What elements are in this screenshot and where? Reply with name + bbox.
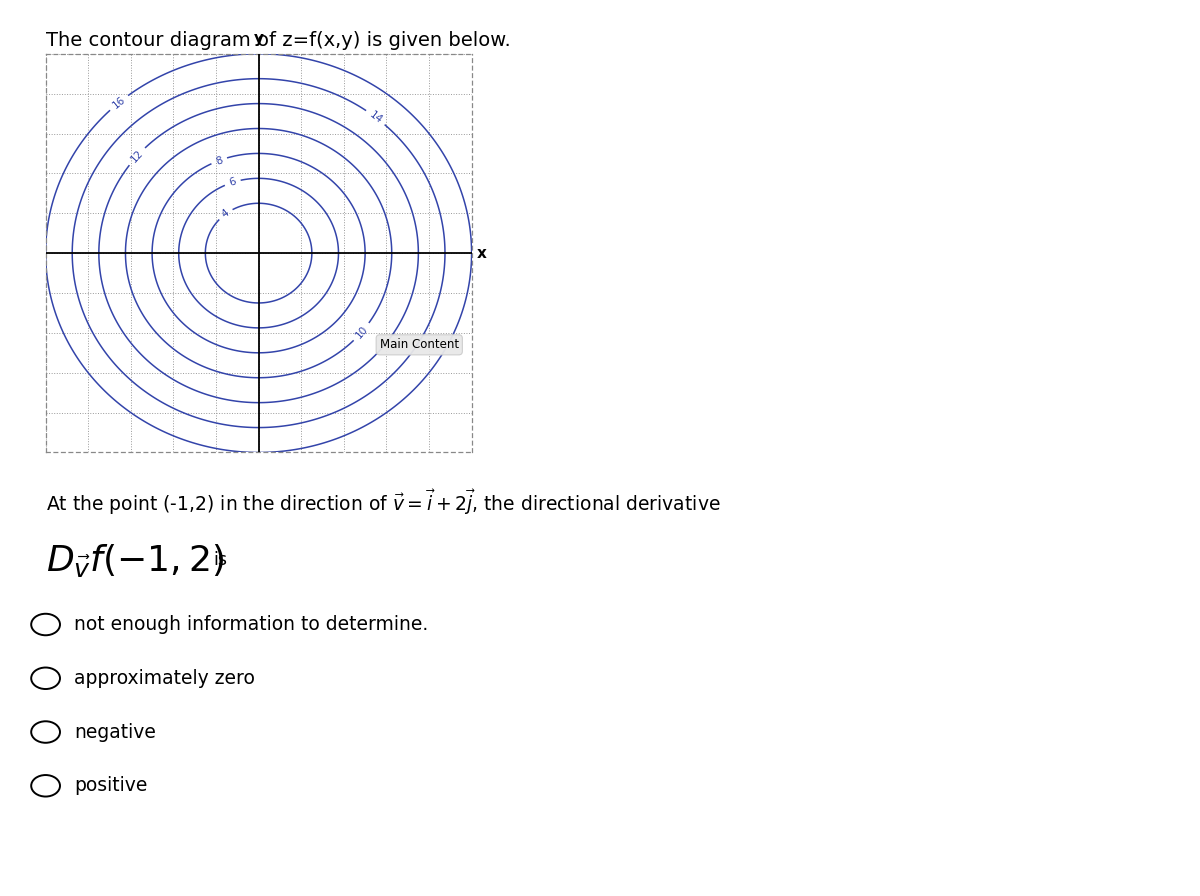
- Text: 4: 4: [220, 208, 232, 220]
- Text: Main Content: Main Content: [379, 339, 458, 351]
- Text: 16: 16: [110, 95, 127, 111]
- Text: y: y: [253, 30, 264, 46]
- Text: 10: 10: [354, 323, 370, 340]
- Text: 8: 8: [215, 155, 224, 167]
- Text: is: is: [214, 551, 228, 569]
- Text: approximately zero: approximately zero: [74, 668, 256, 688]
- Text: positive: positive: [74, 776, 148, 796]
- Text: 12: 12: [128, 148, 145, 165]
- Text: 6: 6: [228, 177, 238, 188]
- Text: The contour diagram of z=f(x,y) is given below.: The contour diagram of z=f(x,y) is given…: [46, 31, 510, 50]
- Text: negative: negative: [74, 722, 156, 742]
- Text: 14: 14: [367, 109, 384, 125]
- Text: At the point (-1,2) in the direction of $\vec{v} = \vec{i} + 2\vec{j}$, the dire: At the point (-1,2) in the direction of …: [46, 488, 720, 518]
- Text: not enough information to determine.: not enough information to determine.: [74, 615, 428, 634]
- Text: $D_{\vec{v}}f(-1, 2)$: $D_{\vec{v}}f(-1, 2)$: [46, 542, 224, 579]
- Text: x: x: [476, 246, 487, 261]
